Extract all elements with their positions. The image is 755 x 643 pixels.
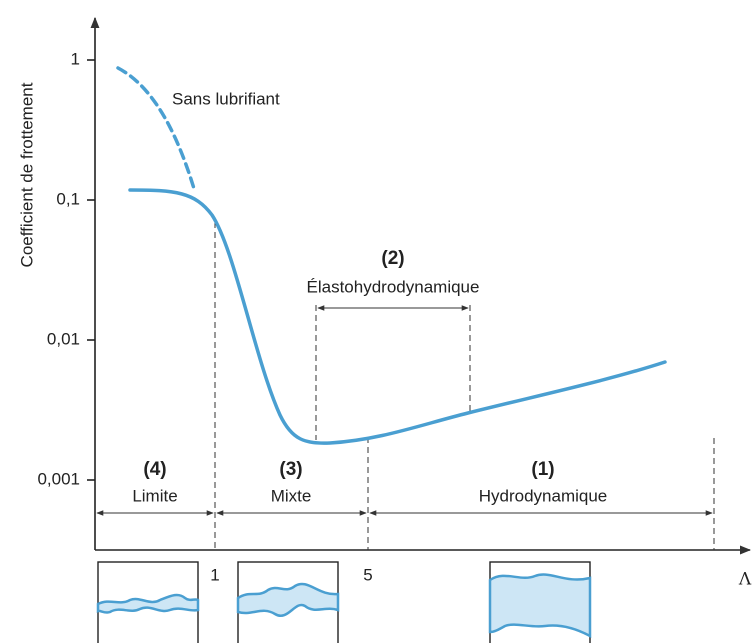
surface-limit	[96, 561, 200, 643]
regime-label: Mixte	[271, 486, 312, 505]
y-tick-label: 0,1	[56, 189, 80, 208]
x-tick-label: 5	[363, 565, 372, 584]
y-tick-label: 1	[71, 49, 80, 68]
y-tick-label: 0,001	[37, 469, 80, 488]
x-tick-label: 1	[210, 565, 219, 584]
y-axis-label: Coefficient de frottement	[17, 82, 36, 267]
curve-label: Sans lubrifiant	[172, 89, 280, 108]
regime-label: Hydrodynamique	[479, 486, 608, 505]
surface-mixed	[236, 561, 340, 643]
regime-number: (3)	[279, 459, 302, 480]
dry-curve	[116, 66, 197, 194]
regime-label: Limite	[132, 486, 177, 505]
ehd-label: Élastohydrodynamique	[307, 277, 480, 296]
surface-hydro	[488, 561, 592, 643]
regime-number: (4)	[143, 459, 166, 480]
friction-curve	[128, 188, 667, 445]
y-ticks: 1 0,1 0,01 0,001	[37, 49, 95, 488]
ehd-number: (2)	[381, 248, 404, 269]
x-axis-label: Λ	[738, 570, 752, 590]
regime-number: (1)	[531, 459, 554, 480]
y-tick-label: 0,01	[47, 329, 80, 348]
